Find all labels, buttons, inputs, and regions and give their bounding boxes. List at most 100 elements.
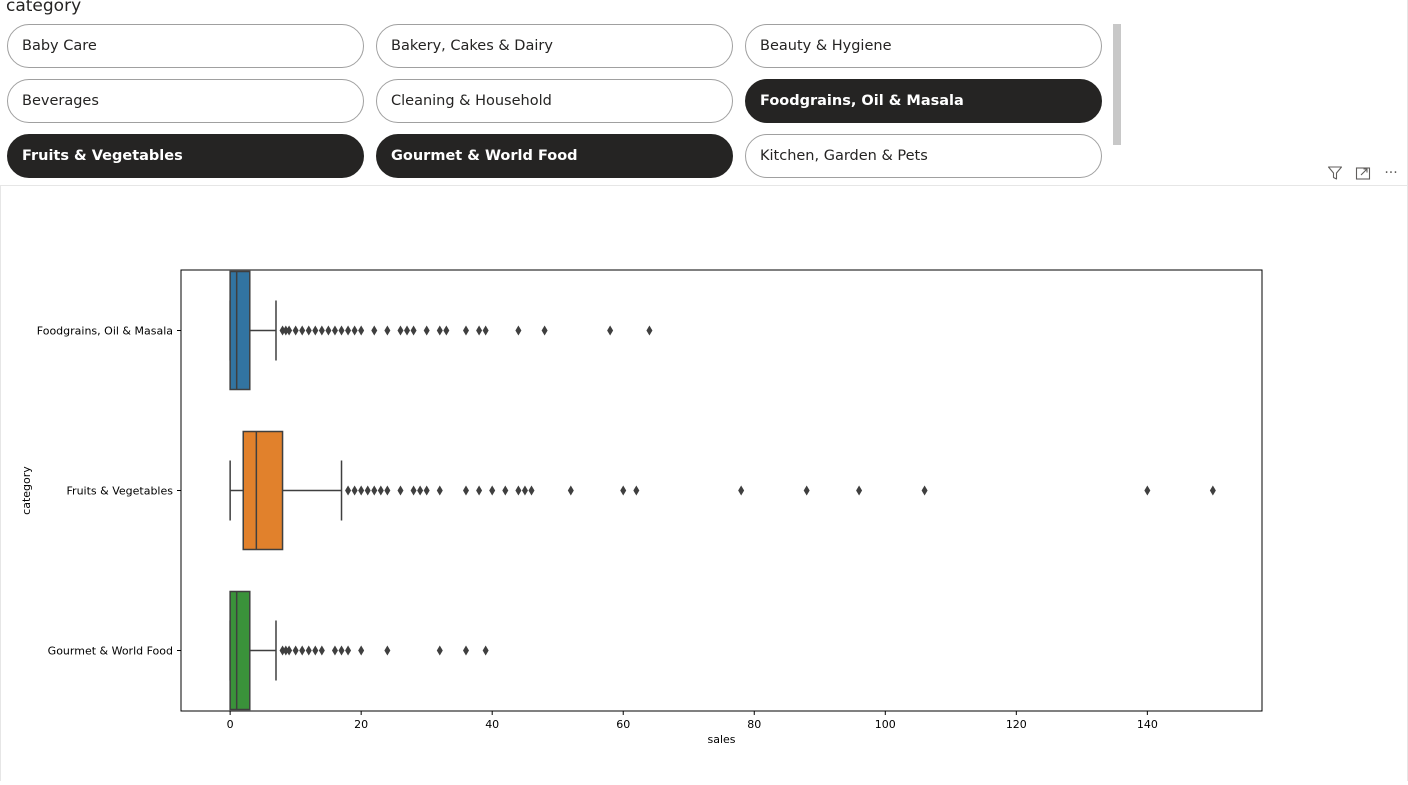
slicer-item[interactable]: Foodgrains, Oil & Masala — [745, 79, 1102, 123]
x-tick-label: 0 — [227, 718, 234, 731]
outlier-point — [286, 325, 293, 336]
box-series — [229, 270, 653, 391]
outlier-point — [567, 485, 574, 496]
outlier-point — [436, 485, 443, 496]
category-slicer: category Baby Care Bakery, Cakes & Dairy B… — [0, 0, 1408, 186]
outlier-point — [803, 485, 810, 496]
outlier-point — [318, 325, 325, 336]
outlier-point — [358, 645, 365, 656]
outlier-point — [856, 485, 863, 496]
outlier-point — [331, 645, 338, 656]
slicer-item[interactable]: Gourmet & World Food — [376, 134, 733, 178]
outlier-point — [345, 325, 352, 336]
x-tick-label: 60 — [616, 718, 630, 731]
outlier-point — [305, 325, 312, 336]
outlier-point — [312, 645, 319, 656]
slicer-item[interactable]: Beauty & Hygiene — [745, 24, 1102, 68]
outlier-point — [292, 325, 299, 336]
outlier-point — [620, 485, 627, 496]
visual-divider — [0, 185, 1408, 186]
outlier-point — [738, 485, 745, 496]
slicer-item[interactable]: Bakery, Cakes & Dairy — [376, 24, 733, 68]
y-tick-label: Foodgrains, Oil & Masala — [37, 325, 173, 338]
outlier-point — [358, 325, 365, 336]
outlier-point — [423, 485, 430, 496]
x-tick-label: 120 — [1006, 718, 1027, 731]
outlier-point — [521, 485, 528, 496]
outlier-point — [384, 645, 391, 656]
y-tick-label: Gourmet & World Food — [48, 645, 173, 658]
outlier-point — [476, 485, 483, 496]
outlier-point — [528, 485, 535, 496]
outlier-point — [279, 325, 286, 336]
outlier-point — [404, 325, 411, 336]
outlier-point — [299, 325, 306, 336]
outlier-point — [292, 645, 299, 656]
box-series — [229, 590, 489, 711]
outlier-point — [279, 645, 286, 656]
outlier-point — [338, 325, 345, 336]
x-tick-label: 100 — [875, 718, 896, 731]
focus-mode-icon[interactable] — [1354, 164, 1372, 182]
outlier-point — [384, 485, 391, 496]
outlier-point — [364, 485, 371, 496]
boxplot-svg: Foodgrains, Oil & Masala Fruits & Vegetab… — [20, 269, 1263, 746]
outlier-point — [646, 325, 653, 336]
outlier-point — [436, 325, 443, 336]
outlier-point — [462, 485, 469, 496]
outlier-point — [397, 325, 404, 336]
outlier-point — [1144, 485, 1151, 496]
more-options-icon[interactable]: ··· — [1384, 165, 1398, 181]
outlier-point — [417, 485, 424, 496]
slicer-item[interactable]: Cleaning & Household — [376, 79, 733, 123]
outlier-point — [318, 645, 325, 656]
outlier-point — [462, 325, 469, 336]
outlier-point — [325, 325, 332, 336]
outlier-point — [410, 485, 417, 496]
boxplot-chart: Foodgrains, Oil & Masala Fruits & Vegetab… — [0, 186, 1408, 781]
box-iqr — [229, 590, 251, 711]
y-axis-label: category — [20, 466, 33, 515]
outlier-point — [351, 485, 358, 496]
slicer-item[interactable]: Fruits & Vegetables — [7, 134, 364, 178]
outlier-point — [482, 325, 489, 336]
outlier-point — [515, 325, 522, 336]
outlier-point — [410, 325, 417, 336]
outlier-point — [921, 485, 928, 496]
outlier-point — [371, 485, 378, 496]
x-axis-label: sales — [707, 733, 735, 746]
slicer-item[interactable]: Beverages — [7, 79, 364, 123]
box-iqr — [242, 430, 284, 551]
x-tick-label: 140 — [1137, 718, 1158, 731]
outlier-point — [331, 325, 338, 336]
outlier-point — [436, 645, 443, 656]
visual-header: ··· — [1326, 164, 1400, 182]
outlier-point — [443, 325, 450, 336]
x-tick-label: 20 — [354, 718, 368, 731]
x-tick-label: 80 — [747, 718, 761, 731]
x-tick-label: 40 — [485, 718, 499, 731]
slicer-item[interactable]: Kitchen, Garden & Pets — [745, 134, 1102, 178]
outlier-point — [502, 485, 509, 496]
outlier-point — [305, 645, 312, 656]
outlier-point — [282, 645, 289, 656]
outlier-point — [397, 485, 404, 496]
outlier-point — [338, 645, 345, 656]
outlier-point — [1209, 485, 1216, 496]
outlier-point — [462, 645, 469, 656]
outlier-point — [345, 645, 352, 656]
filter-icon[interactable] — [1326, 164, 1344, 182]
box-iqr — [229, 270, 251, 391]
outlier-point — [541, 325, 548, 336]
outlier-point — [312, 325, 319, 336]
visual-border — [0, 185, 1, 781]
slicer-item[interactable]: Baby Care — [7, 24, 364, 68]
outlier-point — [423, 325, 430, 336]
box-series — [229, 430, 1216, 551]
slicer-scrollbar[interactable] — [1113, 24, 1121, 145]
outlier-point — [371, 325, 378, 336]
outlier-point — [282, 325, 289, 336]
outlier-point — [489, 485, 496, 496]
outlier-point — [358, 485, 365, 496]
outlier-point — [633, 485, 640, 496]
